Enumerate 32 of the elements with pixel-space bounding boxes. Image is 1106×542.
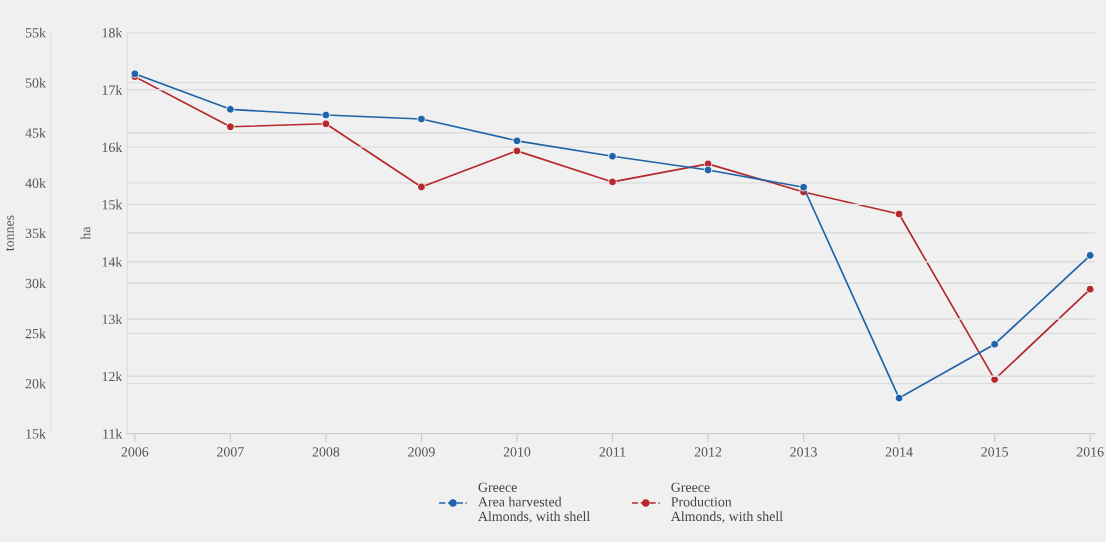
y-tick-label: 12k bbox=[102, 371, 123, 382]
y-tick-label: 11k bbox=[103, 428, 123, 439]
y2-tick-label: 15k bbox=[26, 428, 46, 439]
y2-tick-label: 35k bbox=[25, 228, 46, 239]
legend-label: Greece Production Almonds, with shell bbox=[670, 482, 783, 524]
y-tick-label: 18k bbox=[102, 27, 123, 38]
y-tick-label: 16k bbox=[102, 142, 123, 153]
y-tick-label: 15k bbox=[102, 199, 123, 210]
x-tick-label: 2008 bbox=[312, 447, 340, 457]
x-tick-label: 2013 bbox=[790, 447, 817, 457]
x-tick-label: 2012 bbox=[694, 447, 722, 457]
y-tick-label: 14k bbox=[102, 256, 123, 267]
y2-tick-label: 30k bbox=[25, 278, 46, 289]
y2-tick-label: 45k bbox=[25, 127, 46, 138]
y2-tick-label: 50k bbox=[25, 77, 46, 88]
x-tick-label: 2015 bbox=[981, 447, 1008, 457]
x-tick-label: 2009 bbox=[408, 447, 435, 457]
y-tick-label: 17k bbox=[102, 85, 123, 95]
y-axis-title: ha bbox=[80, 226, 91, 240]
x-tick-label: 2007 bbox=[217, 447, 244, 457]
x-tick-label: 2014 bbox=[885, 447, 913, 457]
x-tick-label: 2006 bbox=[121, 447, 149, 457]
legend-label: Greece Area harvested Almonds, with shell bbox=[478, 482, 590, 524]
x-tick-label: 2016 bbox=[1076, 447, 1104, 457]
y2-tick-label: 55k bbox=[25, 27, 46, 38]
y-tick-label: 13k bbox=[102, 314, 123, 324]
y2-tick-label: 25k bbox=[25, 328, 46, 339]
x-tick-label: 2010 bbox=[503, 447, 531, 457]
x-tick-label: 2011 bbox=[599, 447, 626, 457]
y2-tick-label: 20k bbox=[25, 378, 46, 389]
y2-tick-label: 40k bbox=[25, 178, 46, 188]
y2-axis-title: tonnes bbox=[6, 215, 14, 252]
